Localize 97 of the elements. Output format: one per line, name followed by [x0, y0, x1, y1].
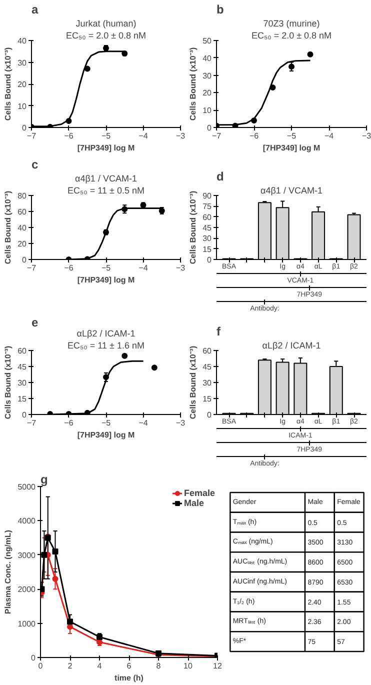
chart-title: αLβ2 / ICAM-1 — [262, 340, 321, 350]
x-tick-label: −4 — [138, 132, 148, 140]
x-tick-label: −3 — [362, 132, 371, 140]
y-tick-label: 0 — [22, 410, 28, 420]
y-axis-title: Cells Bound (x10⁻³) — [188, 346, 198, 420]
y-tick-label: 30 — [202, 378, 212, 388]
y-tick-label: 60 — [202, 346, 212, 356]
y-tick-label: 45 — [202, 224, 212, 232]
x-axis-title: [7HP349] log M — [77, 430, 136, 440]
y-tick-label: 30 — [202, 234, 212, 244]
y-tick-label: 60 — [18, 208, 28, 216]
text: c — [32, 158, 38, 172]
legend-label: Female — [184, 488, 215, 498]
y-tick-label: 15 — [202, 244, 212, 254]
x-tick-label: −6 — [64, 264, 74, 272]
legend-label: Male — [184, 498, 204, 508]
annotation: EC₅₀ = 11 ± 1.6 nM — [68, 340, 144, 350]
x-tick-label: −5 — [101, 132, 112, 140]
x-tick-label: −7 — [26, 264, 37, 272]
x-axis-title: [7HP349] log M — [77, 276, 136, 284]
chart-title: αLβ2 / ICAM-1 — [76, 328, 136, 338]
y-tick-label: 0 — [207, 410, 212, 420]
y-axis-title: Cells Bound (x10⁻³) — [4, 346, 13, 420]
y-tick-label: 15 — [202, 394, 212, 404]
annotation: EC₅₀ = 2.0 ± 0.8 nM — [251, 30, 332, 40]
x-tick-label: −6 — [64, 132, 74, 140]
x-tick-label: −6 — [64, 418, 74, 428]
y-tick-label: 30 — [202, 71, 212, 80]
x-tick-label: −7 — [26, 132, 37, 140]
x-tick-label: −4 — [138, 264, 148, 272]
x-tick-label: −7 — [212, 132, 222, 140]
y-axis-title: Cells Bound (x10⁻³) — [188, 190, 198, 264]
text: e — [32, 316, 38, 330]
y-tick-label: 3000 — [18, 550, 36, 560]
y-tick-label: 60 — [18, 346, 28, 356]
x-tick-label: 6 — [126, 662, 132, 670]
y-tick-label: 40 — [18, 224, 28, 232]
x-tick-label: 8 — [156, 662, 162, 670]
text: b — [216, 2, 224, 16]
text: d — [216, 170, 224, 184]
x-tick-label: −4 — [138, 418, 148, 428]
y-axis-title: Cells Bound (x10⁻³) — [4, 47, 13, 121]
y-tick-label: 90 — [202, 192, 212, 200]
y-axis-title: Plasma Conc. (ng/mL) — [4, 530, 13, 614]
y-tick-label: 0 — [207, 124, 212, 132]
x-axis-title: [7HP349] log M — [77, 144, 136, 152]
x-tick-label: −4 — [324, 132, 334, 140]
x-tick-label: 2 — [68, 662, 73, 670]
x-tick-label: −3 — [176, 264, 186, 272]
y-tick-label: 2000 — [18, 585, 36, 594]
y-tick-label: 45 — [18, 362, 28, 372]
y-axis-title: Cells Bound (x10⁻³) — [188, 47, 198, 121]
x-tick-label: −3 — [176, 418, 186, 428]
y-axis-title: Cells Bound (x10⁻³) — [4, 190, 13, 264]
chart-title: α4β1 / VCAM-1 — [75, 174, 137, 184]
y-tick-label: 0 — [31, 654, 36, 662]
y-tick-label: 30 — [18, 378, 28, 388]
x-tick-label: 10 — [184, 662, 193, 670]
y-tick-label: 50 — [202, 36, 212, 46]
y-tick-label: 80 — [18, 192, 28, 200]
x-tick-label: 12 — [213, 662, 222, 670]
x-tick-label: 4 — [97, 662, 102, 670]
chart-title: α4β1 / VCAM-1 — [260, 186, 322, 196]
y-tick-label: 10 — [18, 102, 28, 111]
x-tick-label: −7 — [26, 418, 37, 428]
y-tick-label: 40 — [18, 36, 28, 46]
y-tick-label: 0 — [22, 124, 28, 132]
text: f — [216, 324, 222, 338]
text: a — [32, 2, 38, 16]
y-tick-label: 40 — [202, 54, 212, 63]
y-tick-label: 15 — [18, 394, 28, 404]
x-tick-label: −5 — [101, 418, 112, 428]
x-axis-title: time (h) — [114, 674, 144, 682]
y-tick-label: 45 — [202, 362, 212, 372]
y-tick-label: 75 — [202, 202, 212, 212]
y-tick-label: 5000 — [18, 482, 36, 492]
x-tick-label: −3 — [176, 132, 186, 140]
y-tick-label: 20 — [18, 80, 28, 89]
y-tick-label: 4000 — [18, 516, 36, 526]
annotation: g — [40, 472, 48, 486]
annotation: EC₅₀ = 11 ± 0.5 nM — [68, 186, 144, 196]
y-tick-label: 20 — [18, 240, 28, 248]
y-tick-label: 60 — [202, 212, 212, 222]
chart-title: 70Z3 (murine) — [263, 18, 320, 28]
x-tick-label: −5 — [101, 264, 112, 272]
chart-title: Jurkat (human) — [76, 18, 136, 28]
x-axis-title: [7HP349] log M — [262, 144, 321, 152]
y-tick-label: 0 — [22, 256, 28, 264]
x-tick-label: 0 — [38, 662, 44, 670]
y-tick-label: 1000 — [18, 619, 36, 628]
y-tick-label: 10 — [202, 106, 212, 116]
y-tick-label: 30 — [18, 58, 28, 68]
x-tick-label: −5 — [286, 132, 297, 140]
text: EC₅₀ = 2.0 ± 0.8 nM — [66, 30, 146, 40]
x-tick-label: −6 — [249, 132, 260, 140]
y-tick-label: 20 — [202, 88, 212, 98]
y-tick-label: 0 — [207, 256, 212, 264]
